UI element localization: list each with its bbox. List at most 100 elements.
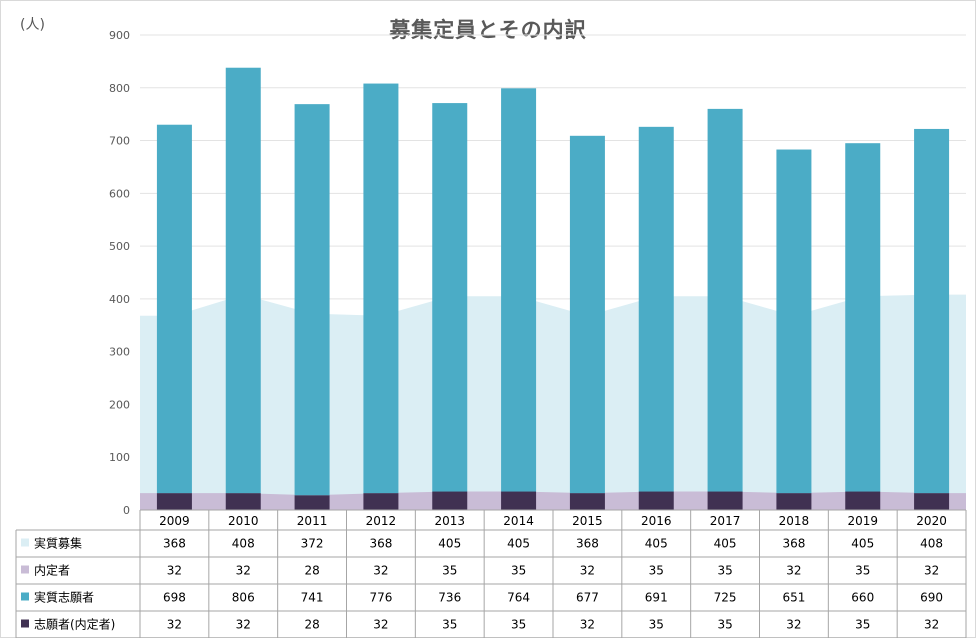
data-table-cell: 32 (373, 618, 388, 632)
data-table-cell: 32 (580, 618, 595, 632)
data-table-cell: 32 (167, 564, 182, 578)
bar-real-applicants-2010 (225, 67, 261, 494)
y-tick-label: 700 (109, 135, 130, 148)
data-table-cell: 32 (373, 564, 388, 578)
bar-applicants-offered-2018 (776, 493, 812, 510)
bar-real-applicants-2017 (707, 108, 743, 492)
y-unit-label: (人) (20, 17, 45, 33)
bar-series (156, 67, 950, 510)
bar-real-applicants-2013 (432, 103, 468, 492)
bar-real-applicants-2016 (638, 126, 674, 492)
bar-applicants-offered-2020 (914, 493, 950, 510)
data-table-cell: 35 (855, 564, 870, 578)
area-series-0 (140, 294, 966, 510)
y-axis: 0 100 200 300 400 500 600 700 800 900 (109, 29, 130, 517)
x-category-label: 2018 (779, 514, 810, 528)
data-table-cell: 690 (920, 591, 943, 605)
data-table-cell: 677 (576, 591, 599, 605)
data-table-cell: 32 (786, 618, 801, 632)
data-table-cell: 776 (369, 591, 392, 605)
area-series-1 (140, 491, 966, 510)
x-category-label: 2011 (297, 514, 328, 528)
data-table-cell: 32 (924, 564, 939, 578)
data-table-cell: 32 (236, 564, 251, 578)
data-table-cell: 35 (649, 564, 664, 578)
legend-label: 実質募集 (34, 536, 82, 551)
x-category-label: 2019 (847, 514, 878, 528)
data-table-cell: 35 (442, 564, 457, 578)
data-table: 2009 2010 2011 2012 2013 2014 2015 2016 2017 2018… (15, 509, 967, 638)
y-tick-label: 200 (109, 398, 130, 411)
bar-real-applicants-2011 (294, 104, 330, 496)
data-table-cell: 408 (920, 537, 943, 551)
data-table-cell: 741 (301, 591, 324, 605)
data-table-cell: 408 (232, 537, 255, 551)
bar-applicants-offered-2011 (294, 495, 330, 510)
y-tick-label: 300 (109, 346, 130, 359)
bar-real-applicants-2018 (776, 149, 812, 494)
data-table-cell: 32 (786, 564, 801, 578)
x-category-label: 2016 (641, 514, 672, 528)
data-table-cell: 405 (714, 537, 737, 551)
y-tick-label: 900 (109, 29, 130, 42)
bar-applicants-offered-2010 (225, 493, 261, 510)
data-table-cell: 35 (511, 564, 526, 578)
y-tick-label: 500 (109, 240, 130, 253)
x-category-label: 2012 (366, 514, 397, 528)
data-table-cell: 32 (236, 618, 251, 632)
x-category-label: 2013 (434, 514, 465, 528)
bar-real-applicants-2019 (845, 143, 881, 492)
bar-applicants-offered-2017 (707, 491, 743, 510)
data-table-cell: 32 (924, 618, 939, 632)
y-tick-label: 0 (123, 504, 130, 517)
legend-key (21, 538, 29, 547)
data-table-cell: 28 (304, 564, 319, 578)
data-table-cell: 405 (507, 537, 530, 551)
legend-label: 志願者(内定者) (34, 617, 115, 632)
data-table-cell: 405 (438, 537, 461, 551)
bar-applicants-offered-2013 (432, 491, 468, 510)
data-table-cell: 698 (163, 591, 186, 605)
x-category-label: 2017 (710, 514, 741, 528)
data-table-cell: 35 (855, 618, 870, 632)
data-table-cell: 405 (645, 537, 668, 551)
data-table-cell: 660 (851, 591, 874, 605)
legend-key (21, 565, 29, 574)
legend-label: 実質志願者 (34, 590, 94, 605)
data-table-cell: 35 (717, 564, 732, 578)
bar-applicants-offered-2016 (638, 491, 674, 510)
data-table-cell: 35 (649, 618, 664, 632)
bar-real-applicants-2020 (914, 128, 950, 494)
x-category-label: 2014 (503, 514, 534, 528)
data-table-cell: 372 (301, 537, 324, 551)
data-table-cell: 32 (167, 618, 182, 632)
data-table-cell: 806 (232, 591, 255, 605)
x-category-label: 2015 (572, 514, 603, 528)
data-table-cell: 32 (580, 564, 595, 578)
data-table-cell: 368 (163, 537, 186, 551)
data-table-cell: 35 (717, 618, 732, 632)
data-table-cell: 368 (576, 537, 599, 551)
bar-applicants-offered-2014 (501, 491, 537, 510)
legend-label: 内定者 (34, 563, 70, 578)
x-category-label: 2009 (159, 514, 190, 528)
data-table-cell: 725 (714, 591, 737, 605)
bar-applicants-offered-2012 (363, 493, 399, 510)
y-tick-label: 600 (109, 187, 130, 200)
x-category-label: 2010 (228, 514, 259, 528)
y-tick-label: 100 (109, 451, 130, 464)
y-tick-label: 800 (109, 82, 130, 95)
bar-applicants-offered-2019 (845, 491, 881, 510)
bar-real-applicants-2012 (363, 83, 399, 494)
data-table-cell: 764 (507, 591, 530, 605)
bar-real-applicants-2009 (156, 124, 192, 494)
data-table-cell: 28 (304, 618, 319, 632)
bar-applicants-offered-2009 (156, 493, 192, 510)
legend-key (21, 592, 29, 601)
data-table-cell: 651 (782, 591, 805, 605)
data-table-cell: 405 (851, 537, 874, 551)
area-series (140, 294, 966, 510)
data-table-cell: 368 (782, 537, 805, 551)
bar-real-applicants-2015 (569, 135, 605, 494)
legend-key (21, 619, 29, 628)
